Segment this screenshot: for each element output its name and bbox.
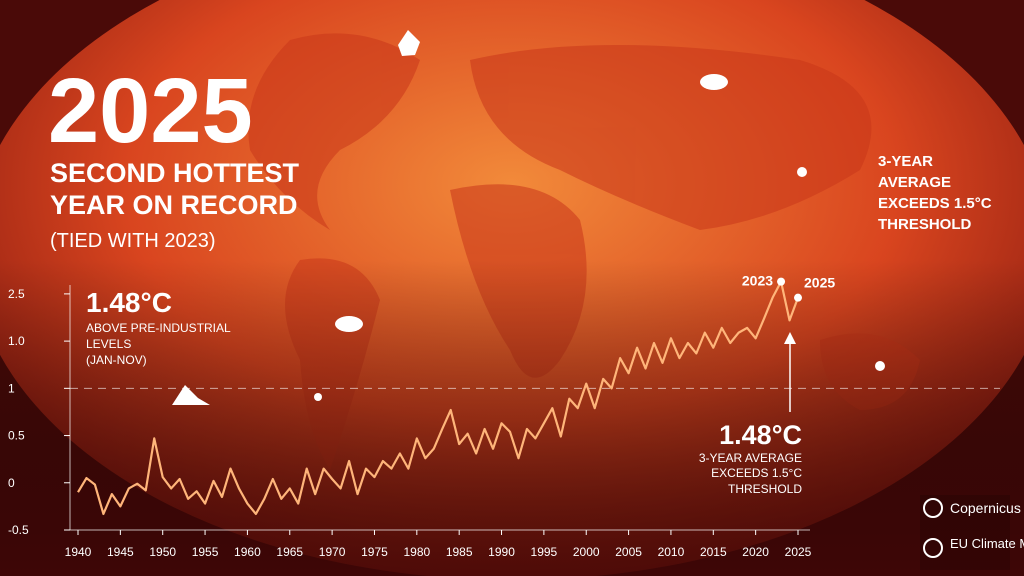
title: 2025 xyxy=(48,60,253,162)
x-tick-label: 1975 xyxy=(361,545,388,559)
y-tick-label: 1 xyxy=(8,381,15,395)
callout-value: 1.48°C xyxy=(719,420,802,450)
callout-text: LEVELS xyxy=(86,337,131,351)
y-tick-label: 0.5 xyxy=(8,429,25,443)
y-tick-label: 0 xyxy=(8,476,15,490)
x-tick-label: 1950 xyxy=(149,545,176,559)
x-tick-label: 1965 xyxy=(276,545,303,559)
x-tick-label: 2025 xyxy=(785,545,812,559)
subtitle-note: (TIED WITH 2023) xyxy=(50,230,216,252)
subtitle: YEAR ON RECORD xyxy=(50,190,298,220)
side-note: THRESHOLD xyxy=(878,216,972,233)
callout-text: ABOVE PRE-INDUSTRIAL xyxy=(86,321,231,335)
point-label: 2025 xyxy=(804,275,835,291)
logo-mark xyxy=(923,498,943,518)
x-tick-label: 1970 xyxy=(319,545,346,559)
x-tick-label: 1955 xyxy=(192,545,219,559)
x-tick-label: 1940 xyxy=(65,545,92,559)
x-tick-label: 1990 xyxy=(488,545,515,559)
side-note: EXCEEDS 1.5°C xyxy=(878,195,992,212)
weather-icons xyxy=(172,30,885,405)
highlight-point xyxy=(777,277,786,286)
series-line xyxy=(77,280,800,516)
logo: Copernicus xyxy=(950,500,1021,516)
callout-text: EXCEEDS 1.5°C xyxy=(711,466,802,480)
callout-arrowhead xyxy=(784,332,796,344)
x-tick-label: 1980 xyxy=(403,545,430,559)
x-tick-label: 2020 xyxy=(742,545,769,559)
highlight-point xyxy=(794,293,802,302)
x-tick-label: 2005 xyxy=(615,545,642,559)
x-tick-label: 2000 xyxy=(573,545,600,559)
callout-text: (JAN-NOV) xyxy=(86,353,147,367)
logo: EU Climate Monitor xyxy=(950,536,1024,551)
callout-text: 3-YEAR AVERAGE xyxy=(699,451,802,465)
side-note: 3-YEAR xyxy=(878,153,933,170)
y-tick-label: 2.5 xyxy=(8,287,25,301)
chart-shade xyxy=(0,260,1024,576)
x-tick-label: 1960 xyxy=(234,545,261,559)
side-note: AVERAGE xyxy=(878,174,951,191)
subtitle: SECOND HOTTEST xyxy=(50,158,300,188)
callout-value: 1.48°C xyxy=(86,287,172,318)
logo-mark xyxy=(923,538,943,558)
x-tick-label: 1995 xyxy=(531,545,558,559)
x-tick-label: 2015 xyxy=(700,545,727,559)
x-tick-label: 1945 xyxy=(107,545,134,559)
x-tick-label: 1985 xyxy=(446,545,473,559)
callout-text: THRESHOLD xyxy=(728,482,802,496)
x-tick-label: 2010 xyxy=(658,545,685,559)
point-label: 2023 xyxy=(742,273,773,289)
y-tick-label: 1.0 xyxy=(8,334,25,348)
y-tick-label: -0.5 xyxy=(8,523,29,537)
